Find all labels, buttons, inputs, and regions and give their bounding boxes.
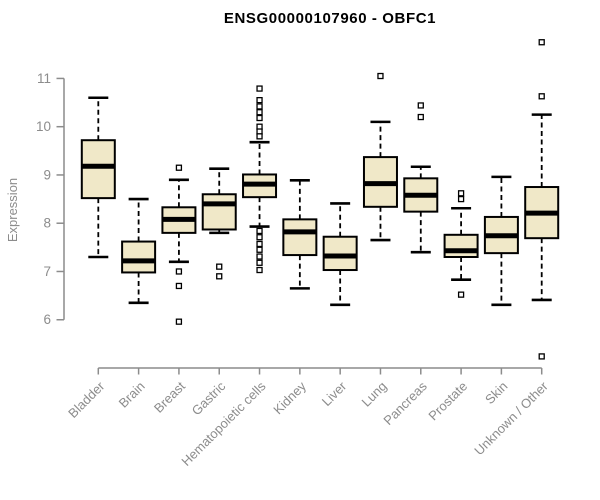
outlier-point <box>417 113 424 121</box>
x-category-label: Pancreas <box>380 378 430 428</box>
x-category-label: Lung <box>359 379 390 410</box>
outlier-point <box>417 102 424 109</box>
outlier-point <box>216 273 223 280</box>
boxplot-skin <box>483 175 519 307</box>
box-rect <box>80 139 116 200</box>
outlier-point <box>256 234 263 241</box>
x-category-label: Brain <box>116 379 148 411</box>
outlier-point <box>256 266 263 274</box>
outlier-point <box>256 253 263 260</box>
boxplot-gastric <box>201 167 237 280</box>
x-category-label: Breast <box>151 378 188 415</box>
y-tick-label: 7 <box>43 264 51 279</box>
y-tick-label: 9 <box>43 167 51 182</box>
x-category-label: Kidney <box>270 378 309 417</box>
outlier-point <box>457 195 465 203</box>
outlier-point <box>216 263 223 270</box>
outlier-point <box>256 85 263 92</box>
box-rect <box>322 235 358 272</box>
outlier-point <box>457 291 465 298</box>
y-tick-label: 10 <box>36 119 51 134</box>
boxplot-pancreas <box>403 102 439 254</box>
outlier-point <box>256 240 263 248</box>
box-rect <box>282 218 318 257</box>
box-rect <box>121 240 157 274</box>
outlier-point <box>377 72 384 80</box>
boxplot-brain <box>121 197 157 305</box>
outlier-point <box>175 282 183 290</box>
x-category-label: Unknown / Other <box>471 378 551 458</box>
box-rect <box>201 193 237 231</box>
outlier-point <box>457 190 465 197</box>
x-category-label: Skin <box>482 379 510 407</box>
boxplot-breast <box>161 164 197 325</box>
box-rect <box>443 233 479 259</box>
boxplot-kidney <box>282 178 318 290</box>
outlier-point <box>256 133 263 140</box>
outlier-point <box>538 39 545 46</box>
outlier-point <box>256 114 263 122</box>
outlier-point <box>256 109 263 116</box>
outlier-point <box>256 103 263 110</box>
y-axis-label: Expression <box>5 177 20 243</box>
x-category-label: Liver <box>319 378 350 409</box>
outlier-point <box>175 164 183 171</box>
outlier-point <box>256 97 263 104</box>
outlier-point <box>175 268 183 275</box>
outlier-point <box>256 246 263 253</box>
y-tick-label: 6 <box>43 312 51 327</box>
outlier-point <box>538 93 545 100</box>
boxplot-bladder <box>80 96 116 259</box>
boxplot-unknown-other <box>524 39 560 360</box>
outlier-point <box>175 318 183 325</box>
chart-title: ENSG00000107960 - OBFC1 <box>223 10 437 27</box>
outlier-point <box>538 353 545 360</box>
boxplot-lung <box>362 72 398 242</box>
boxplot-hematopoietic-cells <box>242 85 278 274</box>
boxplot-liver <box>322 202 358 307</box>
outlier-point <box>256 259 263 266</box>
outlier-point <box>256 227 263 235</box>
x-category-label: Prostate <box>425 379 470 424</box>
y-tick-label: 11 <box>37 71 51 86</box>
boxplot-prostate <box>443 190 479 298</box>
x-category-label: Bladder <box>65 378 108 421</box>
y-tick-label: 8 <box>43 216 51 231</box>
x-category-label: Gastric <box>189 378 229 418</box>
